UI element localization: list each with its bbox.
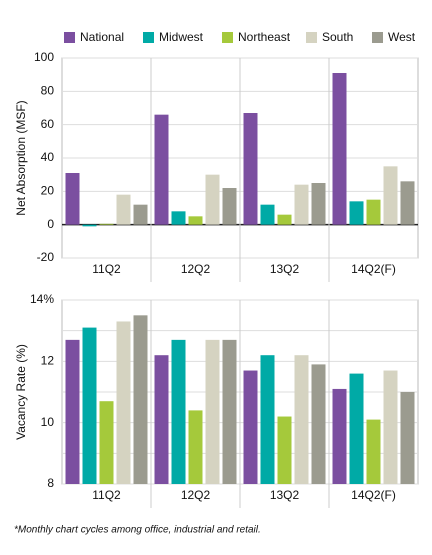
bar <box>188 216 203 225</box>
bar <box>133 204 148 225</box>
y-tick-label: 10 <box>41 415 55 429</box>
y-tick-label: 100 <box>34 50 54 64</box>
y-tick-label: 0 <box>47 217 54 231</box>
bar <box>205 174 220 225</box>
bar <box>154 114 169 225</box>
bar <box>349 201 364 225</box>
bar <box>171 339 186 484</box>
bar <box>116 194 131 225</box>
x-tick-label: 11Q2 <box>92 262 121 276</box>
bar <box>65 173 80 225</box>
bar <box>400 181 415 225</box>
bar <box>116 321 131 484</box>
footnote: *Monthly chart cycles among office, indu… <box>14 525 261 536</box>
bar <box>154 355 169 484</box>
bar <box>205 339 220 484</box>
bar <box>243 113 258 225</box>
legend-label: Northeast <box>238 30 291 44</box>
bar <box>294 184 309 225</box>
y-tick-label: 80 <box>41 84 55 98</box>
bar <box>188 410 203 484</box>
bar <box>383 166 398 225</box>
bar <box>222 188 237 225</box>
bar <box>260 204 275 225</box>
bar <box>277 416 292 484</box>
y-tick-label: 8 <box>47 476 54 490</box>
legend-swatch <box>64 32 75 43</box>
x-tick-label: 11Q2 <box>92 488 121 502</box>
legend-swatch <box>372 32 383 43</box>
bar <box>65 339 80 484</box>
bar <box>383 370 398 484</box>
legend-label: West <box>388 30 416 44</box>
bar <box>349 373 364 484</box>
legend-label: Midwest <box>159 30 204 44</box>
y-tick-label: -20 <box>37 250 55 264</box>
bar <box>277 214 292 225</box>
x-tick-label: 14Q2(F) <box>351 488 396 502</box>
y-tick-label: 40 <box>41 150 55 164</box>
x-tick-label: 14Q2(F) <box>351 262 396 276</box>
bar <box>366 199 381 225</box>
y-tick-label: 14% <box>30 292 54 306</box>
bar <box>82 224 97 227</box>
bar <box>222 339 237 484</box>
bar <box>243 370 258 484</box>
legend-swatch <box>222 32 233 43</box>
bar <box>332 388 347 484</box>
bar <box>311 364 326 484</box>
bar <box>366 419 381 484</box>
y-tick-label: 20 <box>41 184 55 198</box>
bar <box>332 73 347 225</box>
bar <box>99 401 114 484</box>
y-axis-title: Vacancy Rate (%) <box>14 344 28 440</box>
legend-swatch <box>143 32 154 43</box>
legend-label: National <box>80 30 124 44</box>
y-tick-label: 60 <box>41 117 55 131</box>
x-tick-label: 12Q2 <box>181 262 211 276</box>
bar <box>311 183 326 225</box>
legend-swatch <box>306 32 317 43</box>
x-tick-label: 13Q2 <box>270 262 300 276</box>
x-tick-label: 12Q2 <box>181 488 211 502</box>
bar <box>294 355 309 484</box>
y-tick-label: 12 <box>41 354 55 368</box>
y-axis-title: Net Absorption (MSF) <box>14 100 28 215</box>
bar <box>400 392 415 484</box>
bar <box>171 211 186 225</box>
bar <box>82 327 97 484</box>
bar <box>99 223 114 225</box>
legend-label: South <box>322 30 353 44</box>
bar <box>133 315 148 484</box>
x-tick-label: 13Q2 <box>270 488 300 502</box>
bar <box>260 355 275 484</box>
